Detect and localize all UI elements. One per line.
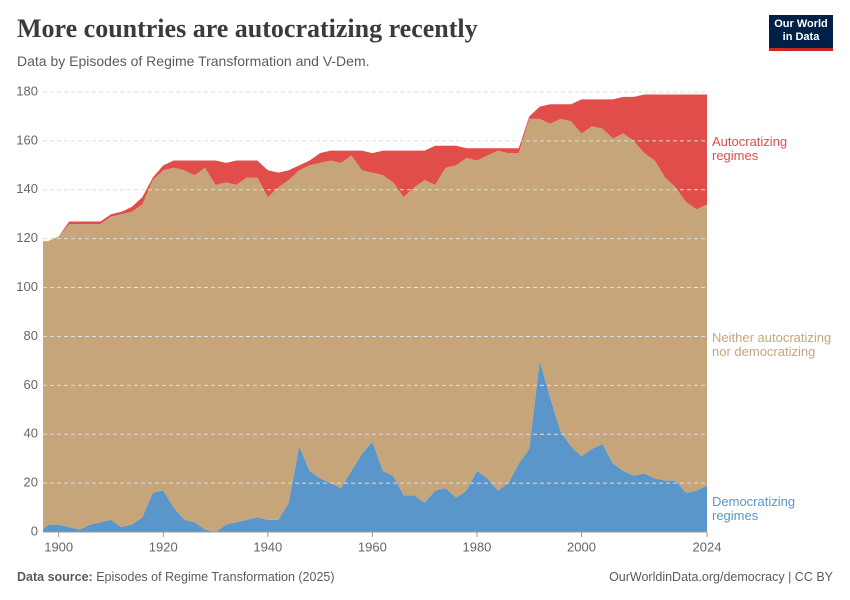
x-tick-label: 2024 [693,539,722,554]
chart-subtitle: Data by Episodes of Regime Transformatio… [17,53,370,69]
source: Data source: Episodes of Regime Transfor… [17,570,335,584]
y-tick-label: 160 [16,132,38,147]
x-tick-label: 1920 [149,539,178,554]
y-tick-label: 100 [16,279,38,294]
y-tick-label: 20 [24,475,38,490]
logo-line: Our World [774,18,828,30]
source-text: Episodes of Regime Transformation (2025) [96,570,335,584]
y-tick-label: 40 [24,426,38,441]
y-tick-label: 140 [16,181,38,196]
x-tick-label: 1940 [253,539,282,554]
logo-line: in Data [782,31,820,43]
x-tick-label: 1960 [358,539,387,554]
source-url[interactable]: OurWorldinData.org/democracy | CC BY [609,570,833,584]
series-label: Autocratizing regimes [712,134,788,164]
series-label: Neither autocratizing nor democratizing [712,330,832,359]
source-label: Data source: [17,570,93,584]
x-tick-label: 1980 [462,539,491,554]
y-tick-label: 80 [24,328,38,343]
chart-title: More countries are autocratizing recentl… [17,14,478,43]
y-tick-label: 0 [31,523,38,538]
y-tick-label: 60 [24,377,38,392]
logo[interactable]: Our World in Data [769,15,833,51]
x-tick-label: 2000 [567,539,596,554]
y-tick-label: 180 [16,83,38,98]
area [43,360,707,532]
series-label: Democratizing regimes [712,493,796,523]
area [43,94,707,242]
x-tick-label: 1900 [44,539,73,554]
area [43,118,707,532]
y-tick-label: 120 [16,230,38,245]
